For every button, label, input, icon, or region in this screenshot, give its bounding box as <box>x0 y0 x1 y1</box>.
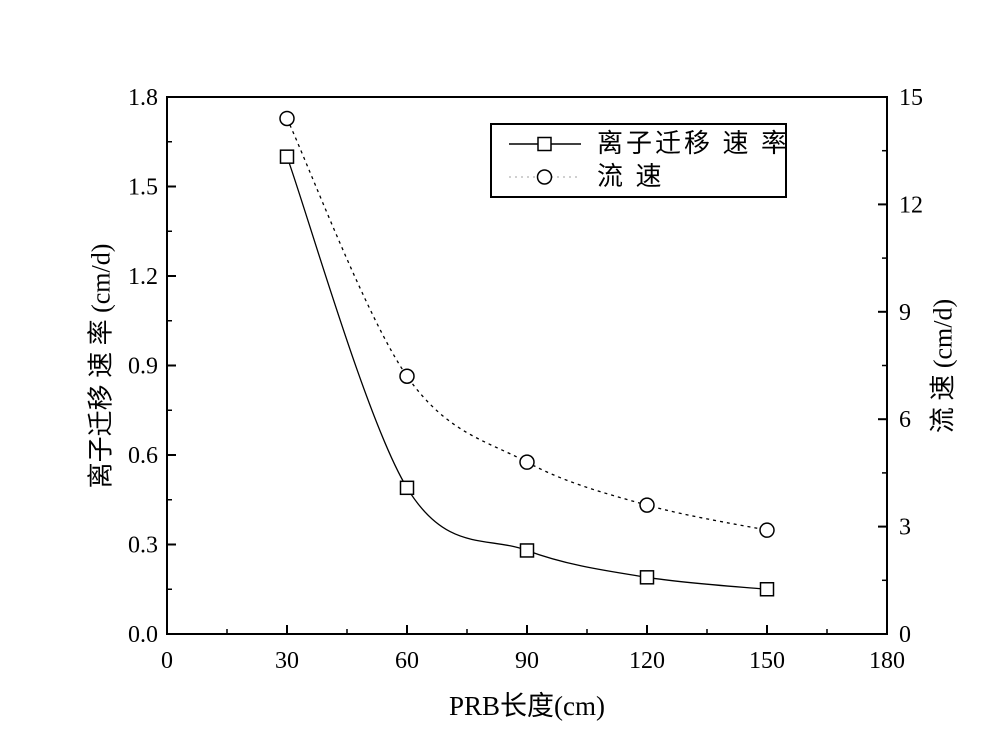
left-y-tick-label: 1.8 <box>128 85 158 111</box>
right-y-tick-label: 3 <box>899 515 911 541</box>
legend-square-marker-icon <box>537 136 552 151</box>
solid-line-square-marker-sample <box>509 136 581 151</box>
legend-label-flow-velocity: 流 速 <box>597 162 665 192</box>
x-tick-label: 180 <box>869 648 905 674</box>
x-tick-label: 60 <box>395 648 419 674</box>
right-y-tick-label: 9 <box>899 300 911 326</box>
series-line-ion-migration-rate <box>286 156 768 590</box>
x-tick-label: 30 <box>275 648 299 674</box>
data-point-square-marker <box>639 570 655 585</box>
left-y-tick-label: 1.2 <box>128 264 158 290</box>
x-tick-label: 0 <box>161 648 173 674</box>
right-y-tick-label: 0 <box>899 622 911 648</box>
left-y-tick-label: 0.6 <box>128 443 158 469</box>
left-y-tick-label: 0.3 <box>128 533 158 559</box>
left-y-tick-label: 1.5 <box>128 175 158 201</box>
legend-item-flow-velocity: 流 速 <box>506 162 785 192</box>
left-y-axis-title: 离子迁移 速 率 (cm/d) <box>86 243 116 489</box>
data-point-square-marker <box>279 149 295 164</box>
x-tick-label: 150 <box>749 648 785 674</box>
legend: 离子迁移 速 率 流 速 <box>490 123 787 198</box>
dashed-line-circle-marker-sample <box>509 169 581 186</box>
x-tick-label: 120 <box>629 648 665 674</box>
data-point-circle-marker <box>639 497 655 513</box>
x-tick-label: 90 <box>515 648 539 674</box>
data-point-square-marker <box>759 582 775 597</box>
left-y-tick-label: 0.0 <box>128 622 158 648</box>
data-point-circle-marker <box>519 454 535 470</box>
data-point-circle-marker <box>759 522 775 538</box>
right-y-tick-label: 15 <box>899 85 923 111</box>
x-axis-title: PRB长度(cm) <box>448 691 605 721</box>
right-y-tick-label: 12 <box>899 192 923 218</box>
data-point-circle-marker <box>279 110 295 127</box>
right-y-axis-title: 流 速 (cm/d) <box>928 298 958 434</box>
legend-item-ion-migration-rate: 离子迁移 速 率 <box>506 129 787 159</box>
legend-label-ion-migration-rate: 离子迁移 速 率 <box>597 128 791 158</box>
data-point-square-marker <box>399 480 415 496</box>
left-y-tick-label: 0.9 <box>128 354 158 380</box>
right-y-tick-label: 6 <box>899 407 911 433</box>
legend-circle-marker-icon <box>536 169 553 186</box>
data-point-square-marker <box>519 543 535 558</box>
data-point-circle-marker <box>399 368 415 384</box>
series-line-flow-velocity <box>286 118 768 531</box>
